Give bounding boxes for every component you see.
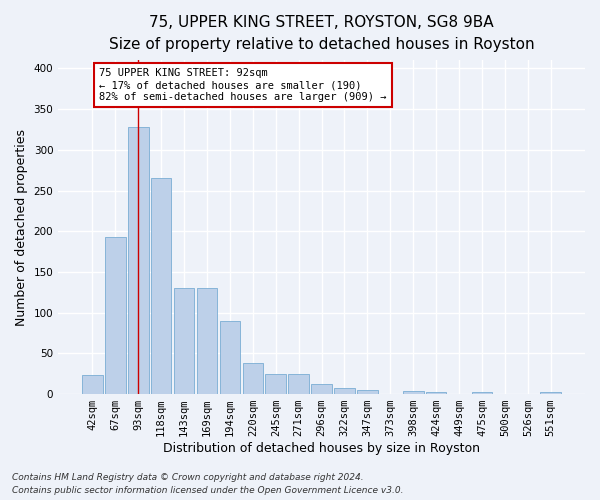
Title: 75, UPPER KING STREET, ROYSTON, SG8 9BA
Size of property relative to detached ho: 75, UPPER KING STREET, ROYSTON, SG8 9BA …	[109, 15, 535, 52]
Bar	[151, 178, 172, 394]
Bar	[426, 392, 446, 394]
Bar	[105, 237, 125, 394]
Bar	[334, 388, 355, 394]
Bar	[128, 127, 149, 394]
Bar	[265, 374, 286, 394]
Y-axis label: Number of detached properties: Number of detached properties	[15, 128, 28, 326]
Bar	[82, 374, 103, 394]
Bar	[403, 391, 424, 394]
Bar	[197, 288, 217, 394]
X-axis label: Distribution of detached houses by size in Royston: Distribution of detached houses by size …	[163, 442, 480, 455]
Bar	[220, 321, 240, 394]
Bar	[174, 288, 194, 394]
Text: Contains HM Land Registry data © Crown copyright and database right 2024.
Contai: Contains HM Land Registry data © Crown c…	[12, 474, 404, 495]
Bar	[472, 392, 493, 394]
Bar	[289, 374, 309, 394]
Bar	[357, 390, 378, 394]
Text: 75 UPPER KING STREET: 92sqm
← 17% of detached houses are smaller (190)
82% of se: 75 UPPER KING STREET: 92sqm ← 17% of det…	[100, 68, 387, 102]
Bar	[311, 384, 332, 394]
Bar	[242, 363, 263, 394]
Bar	[541, 392, 561, 394]
